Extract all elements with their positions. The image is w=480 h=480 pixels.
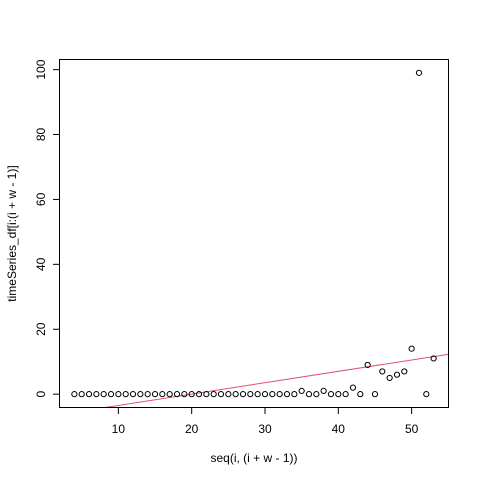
x-axis-label: seq(i, (i + w - 1)) xyxy=(210,451,297,465)
data-point xyxy=(196,392,201,397)
x-tick-label: 50 xyxy=(405,422,419,436)
data-point xyxy=(262,392,267,397)
data-point xyxy=(314,392,319,397)
y-tick-label: 100 xyxy=(34,59,48,79)
data-point xyxy=(248,392,253,397)
data-point xyxy=(394,372,399,377)
x-axis: 10 20 30 40 50 xyxy=(112,407,419,436)
points-layer xyxy=(72,70,436,396)
y-axis: 0 20 40 60 80 100 xyxy=(34,59,60,397)
data-point xyxy=(226,392,231,397)
x-tick-label: 40 xyxy=(332,422,346,436)
data-point xyxy=(402,369,407,374)
data-point xyxy=(218,392,223,397)
data-point xyxy=(123,392,128,397)
data-point xyxy=(387,375,392,380)
data-point xyxy=(299,388,304,393)
data-point xyxy=(336,392,341,397)
data-point xyxy=(79,392,84,397)
y-tick-label: 60 xyxy=(34,192,48,206)
y-tick-label: 40 xyxy=(34,257,48,271)
x-tick-label: 30 xyxy=(258,422,272,436)
data-point xyxy=(380,369,385,374)
data-point xyxy=(321,388,326,393)
data-point xyxy=(350,385,355,390)
data-point xyxy=(138,392,143,397)
plot-area-box xyxy=(60,60,449,408)
data-point xyxy=(424,392,429,397)
fit-line xyxy=(60,354,448,414)
data-point xyxy=(328,392,333,397)
y-tick-label: 20 xyxy=(34,322,48,336)
data-point xyxy=(292,392,297,397)
data-point xyxy=(86,392,91,397)
data-point xyxy=(343,392,348,397)
y-tick-label: 0 xyxy=(34,390,48,397)
data-point xyxy=(255,392,260,397)
x-tick-label: 20 xyxy=(185,422,199,436)
data-point xyxy=(182,392,187,397)
data-point xyxy=(145,392,150,397)
data-point xyxy=(284,392,289,397)
data-point xyxy=(116,392,121,397)
data-point xyxy=(416,70,421,75)
data-point xyxy=(204,392,209,397)
y-tick-label: 80 xyxy=(34,128,48,142)
data-point xyxy=(240,392,245,397)
data-point xyxy=(72,392,77,397)
data-point xyxy=(160,392,165,397)
data-point xyxy=(94,392,99,397)
data-point xyxy=(152,392,157,397)
data-point xyxy=(372,392,377,397)
fit-line-layer xyxy=(60,354,448,414)
data-point xyxy=(233,392,238,397)
data-point xyxy=(211,392,216,397)
data-point xyxy=(130,392,135,397)
data-point xyxy=(306,392,311,397)
data-point xyxy=(277,392,282,397)
x-tick-label: 10 xyxy=(112,422,126,436)
y-axis-label: timeSeries_df[i:(i + w - 1)] xyxy=(5,165,19,301)
data-point xyxy=(270,392,275,397)
data-point xyxy=(167,392,172,397)
data-point xyxy=(108,392,113,397)
data-point xyxy=(358,392,363,397)
data-point xyxy=(409,346,414,351)
data-point xyxy=(101,392,106,397)
